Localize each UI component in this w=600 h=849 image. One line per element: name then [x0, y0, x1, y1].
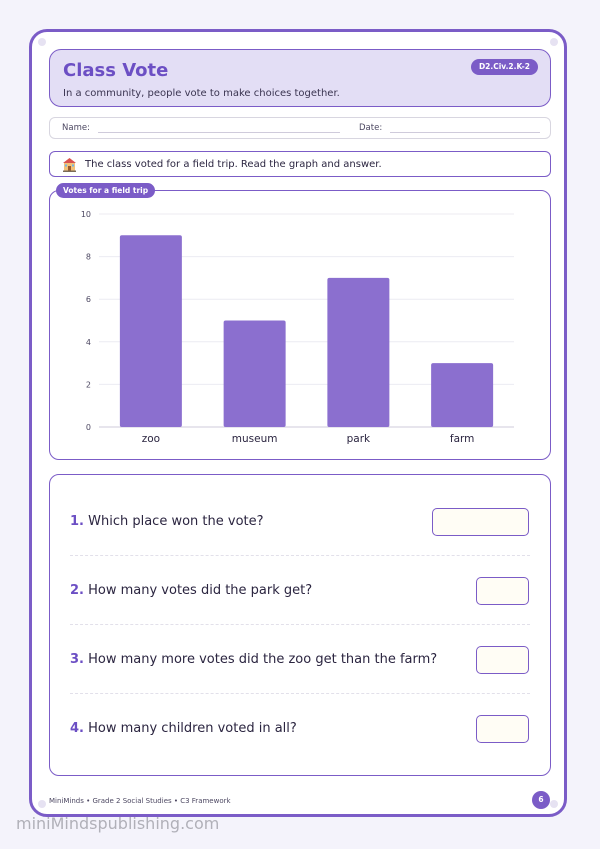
question-label: How many children voted in all?: [83, 721, 297, 736]
question-row: 3. How many more votes did the zoo get t…: [70, 646, 530, 676]
y-tick-label: 2: [86, 380, 91, 389]
instruction-text: The class voted for a field trip. Read t…: [85, 159, 382, 170]
question-text: 4. How many children voted in all?: [70, 721, 297, 736]
corner-dot: [38, 800, 46, 808]
answer-box[interactable]: [432, 508, 529, 536]
corner-dot: [550, 38, 558, 46]
name-date-row: Name: Date:: [49, 117, 551, 139]
bar-zoo: [119, 235, 182, 427]
x-tick-label: park: [347, 433, 371, 445]
page-number: 6: [532, 791, 550, 809]
question-divider: [70, 624, 530, 625]
bar-farm: [431, 363, 494, 427]
question-label: How many more votes did the zoo get than…: [83, 652, 438, 667]
question-number: 2.: [70, 583, 84, 598]
answer-box[interactable]: [476, 715, 529, 743]
question-row: 1. Which place won the vote?: [70, 508, 530, 538]
question-row: 4. How many children voted in all?: [70, 715, 530, 745]
chart-title: Votes for a field trip: [56, 183, 156, 198]
standard-code-badge: D2.Civ.2.K-2: [470, 59, 538, 75]
name-label: Name:: [62, 123, 90, 133]
question-text: 3. How many more votes did the zoo get t…: [70, 652, 437, 667]
question-divider: [70, 555, 530, 556]
question-label: How many votes did the park get?: [83, 583, 313, 598]
question-text: 2. How many votes did the park get?: [70, 583, 312, 598]
answer-box[interactable]: [476, 646, 529, 674]
watermark: miniMindspublishing.com: [16, 814, 220, 833]
page-title: Class Vote: [63, 60, 169, 81]
question-text: 1. Which place won the vote?: [70, 514, 264, 529]
x-tick-label: zoo: [142, 433, 160, 445]
y-tick-label: 10: [81, 210, 91, 219]
answer-box[interactable]: [476, 577, 529, 605]
question-label: Which place won the vote?: [83, 514, 264, 529]
y-tick-label: 6: [86, 295, 91, 304]
school-icon: [62, 157, 77, 176]
question-number: 1.: [70, 514, 84, 529]
corner-dot: [550, 800, 558, 808]
bar-chart: 0 2 4 6 8 10 zoo museum park farm: [81, 210, 514, 445]
y-tick-label: 8: [86, 253, 91, 262]
bar-park: [327, 277, 390, 427]
question-number: 3.: [70, 652, 84, 667]
title-banner: Class Vote In a community, people vote t…: [49, 49, 551, 107]
corner-dot: [38, 38, 46, 46]
instruction-box: The class voted for a field trip. Read t…: [49, 151, 551, 177]
name-field[interactable]: [98, 132, 340, 133]
x-tick-label: farm: [450, 433, 475, 445]
question-divider: [70, 693, 530, 694]
date-label: Date:: [359, 123, 383, 133]
date-field[interactable]: [390, 132, 540, 133]
question-row: 2. How many votes did the park get?: [70, 577, 530, 607]
x-tick-label: museum: [232, 433, 278, 445]
y-tick-label: 0: [86, 423, 91, 432]
page-subtitle: In a community, people vote to make choi…: [63, 88, 340, 99]
y-tick-label: 4: [86, 338, 91, 347]
bar-museum: [223, 320, 286, 427]
footer-text: MiniMinds • Grade 2 Social Studies • C3 …: [49, 797, 231, 805]
question-number: 4.: [70, 721, 84, 736]
